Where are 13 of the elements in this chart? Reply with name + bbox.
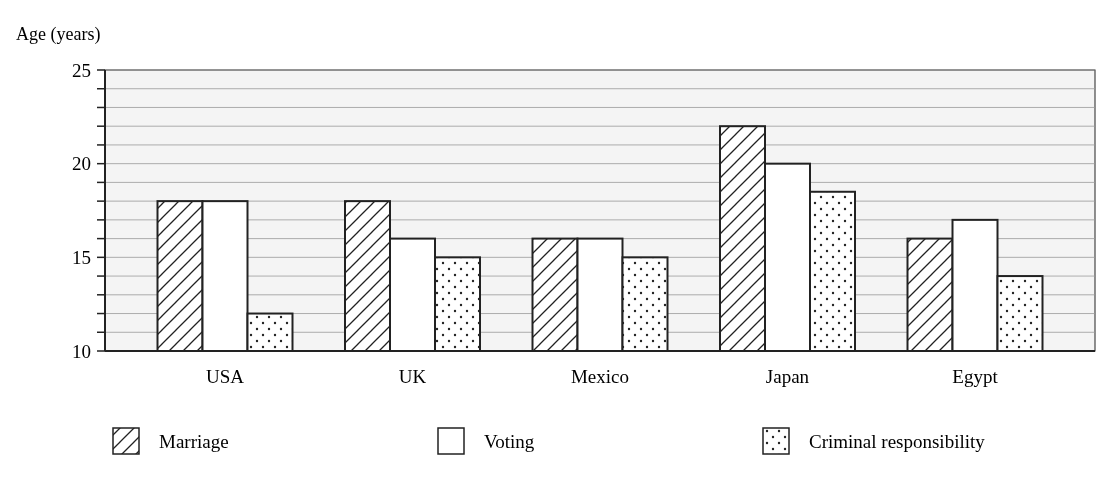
y-tick-label: 10 — [72, 340, 91, 362]
x-tick-label: Egypt — [952, 366, 999, 387]
x-tick-label: UK — [398, 366, 427, 387]
y-tick-label: 15 — [72, 246, 91, 268]
y-tick-label: 25 — [72, 59, 91, 81]
y-axis-title: Age (years) — [16, 24, 101, 45]
y-tick-label: 20 — [72, 153, 91, 175]
x-tick-label: Japan — [765, 366, 810, 387]
x-tick-label: USA — [205, 366, 245, 387]
legend-label: Criminal responsibility — [809, 430, 986, 452]
x-tick-label: Mexico — [570, 366, 630, 387]
legend-label: Marriage — [159, 430, 229, 452]
legend-label: Voting — [484, 430, 535, 452]
